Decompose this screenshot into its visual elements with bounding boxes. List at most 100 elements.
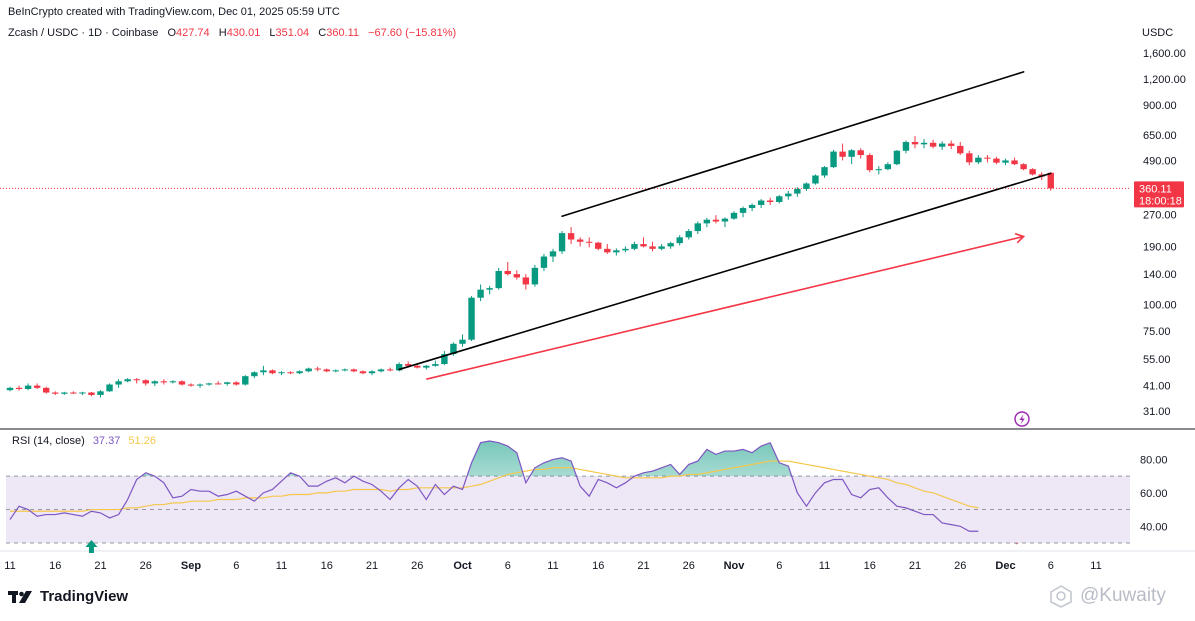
last-price-tag[interactable] — [1134, 181, 1184, 208]
rsi-legend[interactable]: RSI (14, close) 37.37 51.26 — [12, 435, 156, 447]
candle-body — [323, 369, 330, 372]
price-tick-label: 41.00 — [1143, 381, 1171, 393]
candle — [386, 367, 394, 372]
symbol-legend[interactable]: Zcash / USDC · 1D · Coinbase O427.74 H43… — [8, 27, 456, 39]
close-label: C — [318, 27, 327, 39]
candle-body — [359, 371, 367, 374]
candle-body — [278, 372, 285, 374]
candle-body — [441, 354, 448, 365]
candle-body — [513, 274, 520, 278]
candle-body — [33, 385, 41, 388]
candle — [685, 229, 692, 240]
candle — [893, 149, 901, 166]
rsi-tick-label: 40.00 — [1140, 521, 1168, 533]
time-tick-label: 11 — [276, 560, 287, 572]
candle-body — [395, 364, 403, 371]
rsi-tick-label: 80.00 — [1140, 454, 1168, 466]
candle — [966, 150, 973, 166]
candle-body — [767, 200, 774, 202]
candle-body — [124, 379, 131, 382]
candle — [24, 383, 32, 391]
tradingview-logo[interactable]: TradingView — [8, 588, 128, 605]
candle-body — [106, 384, 113, 392]
candle — [993, 156, 1000, 165]
price-tick-label: 1,600.00 — [1143, 48, 1186, 60]
candle-body — [187, 384, 195, 386]
time-tick-label: 26 — [683, 560, 695, 572]
time-tick-label: 11 — [1090, 560, 1101, 572]
trend-arrow-head — [1014, 232, 1026, 244]
signal-arrow-icon[interactable] — [85, 540, 98, 553]
candle — [88, 392, 95, 397]
candle — [432, 360, 439, 367]
candle-body — [224, 382, 231, 384]
candle-body — [558, 233, 566, 252]
candle-body — [495, 270, 502, 289]
candle — [821, 166, 828, 178]
candle — [613, 248, 620, 256]
candle-body — [911, 142, 919, 145]
channel-upper-line[interactable] — [561, 71, 1025, 218]
candle-body — [848, 150, 855, 157]
candle-body — [405, 364, 412, 366]
candle-body — [24, 385, 32, 390]
candle — [649, 241, 656, 252]
candle-body — [757, 200, 765, 205]
candle-body — [233, 382, 240, 385]
candle-body — [604, 248, 611, 253]
time-tick-label: 16 — [321, 560, 333, 572]
candle — [459, 334, 466, 347]
candle — [477, 284, 484, 302]
rsi-line — [9, 440, 979, 532]
candle — [875, 166, 882, 175]
candle-body — [613, 250, 620, 253]
candle-body — [260, 370, 267, 373]
candle — [368, 370, 376, 376]
candle-body — [658, 246, 665, 249]
candle — [187, 383, 195, 387]
price-tick-label: 75.00 — [1143, 326, 1171, 338]
symbol-name[interactable]: Zcash / USDC · 1D · Coinbase — [8, 27, 159, 39]
rsi-label[interactable]: RSI (14, close) — [12, 435, 85, 447]
candle — [513, 270, 520, 280]
candle — [341, 368, 349, 372]
candle — [79, 391, 86, 395]
candle-body — [929, 142, 937, 147]
time-tick-label: 21 — [366, 560, 378, 572]
candle — [576, 237, 584, 247]
candle — [61, 391, 68, 395]
candle — [739, 206, 747, 218]
candle-body — [6, 387, 14, 391]
price-tick-label: 900.00 — [1143, 100, 1177, 112]
price-axis[interactable]: 1,600.00 1,200.00 900.00 650.00 490.00 270.00… — [1134, 48, 1186, 418]
lightning-icon[interactable] — [1014, 411, 1030, 427]
candle-body — [287, 372, 294, 374]
low-value: 351.04 — [275, 27, 310, 39]
candle-body — [178, 381, 186, 385]
candle — [43, 386, 50, 394]
candle-body — [803, 183, 810, 189]
candle-body — [169, 381, 177, 383]
candle-body — [43, 387, 50, 393]
candle — [640, 237, 647, 248]
time-axis[interactable]: 11 16 21 26 Sep 6 11 16 21 26 Oct 6 11 16 21 26 Nov 6 11 16… — [4, 560, 1101, 572]
trend-arrow[interactable] — [426, 232, 1026, 380]
chart-credit: BeInCrypto created with TradingView.com,… — [8, 6, 340, 18]
price-tick-label: 1,200.00 — [1143, 74, 1186, 86]
candle-body — [414, 365, 421, 368]
candle-body — [730, 212, 738, 219]
candle — [803, 182, 810, 191]
channel-lower-line[interactable] — [398, 172, 1052, 371]
watermark-icon — [1050, 585, 1072, 608]
candle-body — [866, 155, 873, 171]
price-tick-label: 270.00 — [1143, 210, 1177, 222]
candle — [631, 241, 638, 251]
candle — [1047, 172, 1054, 191]
candle-body — [893, 150, 901, 165]
candle — [622, 246, 629, 253]
candle-body — [948, 143, 955, 146]
candle-body — [1011, 160, 1018, 165]
candle-body — [540, 256, 548, 268]
candle-body — [386, 369, 394, 371]
